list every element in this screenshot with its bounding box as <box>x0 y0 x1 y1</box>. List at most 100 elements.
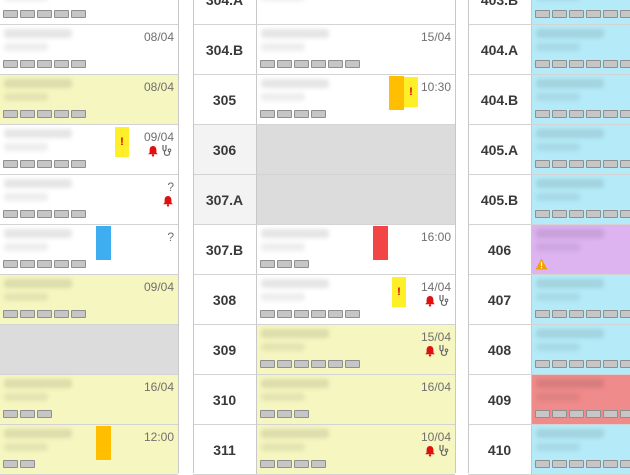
tag-pills <box>3 60 86 68</box>
patient-info-redacted <box>4 143 48 151</box>
bed-cell[interactable]: 08/04 <box>0 75 178 124</box>
column-divider <box>193 0 194 473</box>
patient-info-redacted <box>261 0 305 1</box>
bed-cell[interactable] <box>532 375 630 424</box>
tag-pill <box>552 210 567 218</box>
bed-cell[interactable]: 12:00 <box>0 425 178 474</box>
bed-row <box>468 0 630 25</box>
bed-date: 14/04 <box>420 280 451 294</box>
bed-cell[interactable] <box>257 175 455 224</box>
tag-pill <box>569 460 584 468</box>
tag-pill <box>620 160 630 168</box>
bed-cell[interactable]: ? <box>0 175 178 224</box>
tag-pill <box>311 60 326 68</box>
tag-pill <box>569 210 584 218</box>
tag-pill <box>569 360 584 368</box>
bed-cell[interactable]: 16/04 <box>257 375 455 424</box>
tag-pill <box>294 360 309 368</box>
bed-cell[interactable] <box>0 325 178 374</box>
bed-cell[interactable]: 10:30! <box>257 75 455 124</box>
patient-info-redacted <box>536 343 580 351</box>
bed-cell[interactable]: 14/04! <box>257 275 455 324</box>
tag-pill <box>20 160 35 168</box>
tag-pill <box>3 410 18 418</box>
tag-pills <box>535 410 630 418</box>
tag-pill <box>277 360 292 368</box>
tag-pill <box>620 210 630 218</box>
patient-name-redacted <box>261 379 329 388</box>
bed-cell[interactable]: 09/04! <box>0 125 178 174</box>
bed-cell[interactable] <box>532 175 630 224</box>
tag-pill <box>328 310 343 318</box>
exclamation-icon: ! <box>404 77 418 107</box>
bed-cell[interactable] <box>532 325 630 374</box>
tag-pills <box>260 360 360 368</box>
patient-name-redacted <box>536 379 604 388</box>
room-number: 403.B <box>468 0 532 24</box>
patient-info-redacted <box>536 43 580 51</box>
tag-pill <box>20 110 35 118</box>
bed-cell[interactable] <box>532 425 630 474</box>
bed-date: 10:30 <box>420 80 451 94</box>
patient-name-redacted <box>261 29 329 38</box>
bed-cell[interactable]: 16/04 <box>0 375 178 424</box>
tag-pill <box>586 60 601 68</box>
tag-pills <box>535 160 630 168</box>
bed-cell[interactable]: 08/04 <box>0 25 178 74</box>
tag-pill <box>328 60 343 68</box>
bed-date: 09/04 <box>143 130 174 144</box>
tag-pill <box>535 110 550 118</box>
tag-pills <box>535 10 630 18</box>
bed-cell[interactable] <box>257 0 455 24</box>
bed-row <box>0 75 178 125</box>
bell-icon <box>163 196 173 207</box>
bed-cell[interactable] <box>532 0 630 24</box>
tag-pill <box>620 310 630 318</box>
room-number: 305 <box>193 75 257 124</box>
tag-pill <box>552 110 567 118</box>
tag-pills <box>260 260 309 268</box>
bed-cell[interactable]: 09/04 <box>0 275 178 324</box>
tag-pill <box>54 210 69 218</box>
tag-pill <box>586 160 601 168</box>
bed-cell[interactable] <box>0 0 178 24</box>
bed-cell[interactable] <box>257 125 455 174</box>
tag-pill <box>603 310 618 318</box>
bed-cell[interactable] <box>532 225 630 274</box>
bed-cell[interactable]: 10/04 <box>257 425 455 474</box>
patient-name-redacted <box>261 229 329 238</box>
bed-date: 16:00 <box>420 230 451 244</box>
tag-pill <box>603 410 618 418</box>
patient-name-redacted <box>536 279 604 288</box>
room-number: 307.B <box>193 225 257 274</box>
tag-pill <box>620 410 630 418</box>
tag-pill <box>311 460 326 468</box>
exclamation-icon: ! <box>115 127 129 157</box>
bed-cell[interactable]: 16:00 <box>257 225 455 274</box>
bed-cell[interactable] <box>532 125 630 174</box>
tag-pill <box>54 310 69 318</box>
tag-pill <box>260 110 275 118</box>
bell-icon <box>425 446 435 457</box>
bed-cell[interactable] <box>532 275 630 324</box>
bed-cell[interactable]: 15/04 <box>257 25 455 74</box>
stethoscope-icon <box>439 345 449 356</box>
tag-pill <box>3 10 18 18</box>
tag-pills <box>260 410 309 418</box>
tag-pills <box>3 10 86 18</box>
bed-cell[interactable]: 15/04 <box>257 325 455 374</box>
tag-pill <box>3 210 18 218</box>
patient-info-redacted <box>261 393 305 401</box>
column-divider <box>468 0 469 473</box>
tag-pill <box>345 310 360 318</box>
bed-cell[interactable]: ? <box>0 225 178 274</box>
tag-pill <box>71 260 86 268</box>
bed-cell[interactable] <box>532 25 630 74</box>
bed-row <box>193 225 455 275</box>
bed-row <box>0 0 178 25</box>
tag-pill <box>569 160 584 168</box>
bed-cell[interactable] <box>532 75 630 124</box>
tag-pill <box>311 110 326 118</box>
tag-pill <box>277 460 292 468</box>
bed-row <box>193 275 455 325</box>
